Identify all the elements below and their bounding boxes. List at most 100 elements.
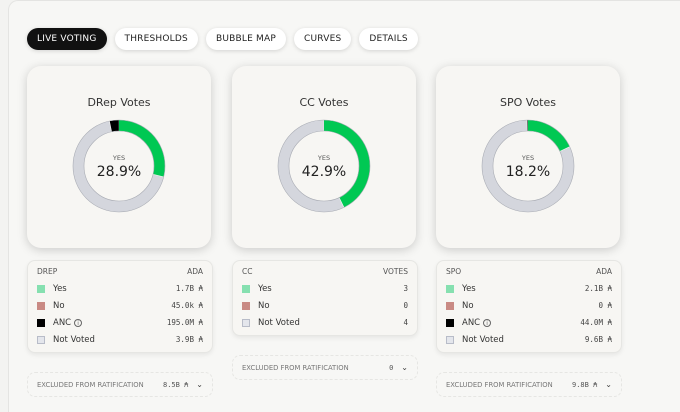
legend-unit: VOTES xyxy=(383,267,408,276)
legend-value: 1.7B ₳ xyxy=(175,284,203,293)
legend-label: ANC i xyxy=(462,318,580,328)
tab-details[interactable]: DETAILS xyxy=(359,28,418,50)
tab-thresholds[interactable]: THRESHOLDS xyxy=(114,28,198,50)
legend-label: ANC i xyxy=(53,318,167,328)
yes-swatch xyxy=(37,284,45,293)
tab-bar: LIVE VOTING THRESHOLDS BUBBLE MAP CURVES… xyxy=(27,28,418,50)
legend-row-not_voted: Not Voted 9.6B ₳ xyxy=(446,331,612,348)
donut-segment-yes xyxy=(482,120,574,212)
legend-value: 45.0k ₳ xyxy=(171,301,203,310)
chevron-down-icon: ⌄ xyxy=(401,363,408,372)
spo-votes-card: SPO Votes YES 18.2% xyxy=(436,66,620,248)
chevron-down-icon: ⌄ xyxy=(196,380,203,389)
donut-inner-edge xyxy=(288,130,360,202)
drep-legend: DREP ADA Yes 1.7B ₳ No 45.0k ₳ ANC i 195.0… xyxy=(27,260,213,353)
excluded-from-ratification-toggle[interactable]: EXCLUDED FROM RATIFICATION 9.8B ₳ ⌄ xyxy=(436,372,622,397)
legend-label: Yes xyxy=(462,284,585,294)
excluded-label: EXCLUDED FROM RATIFICATION xyxy=(242,363,349,372)
card-title: SPO Votes xyxy=(500,96,556,109)
legend-label: Not Voted xyxy=(462,335,585,345)
legend-row-not_voted: Not Voted 4 xyxy=(242,314,408,331)
donut-inner-edge xyxy=(492,130,564,202)
center-label: YES xyxy=(521,154,535,162)
yes-percent: 18.2% xyxy=(505,164,551,180)
not_voted-swatch xyxy=(37,335,45,344)
legend-row-no: No 0 xyxy=(242,297,408,314)
legend-label-text: No xyxy=(462,300,474,311)
legend-row-not_voted: Not Voted 3.9B ₳ xyxy=(37,331,203,348)
donut-segment-yes xyxy=(278,120,370,212)
spo-legend: SPO ADA Yes 2.1B ₳ No 0 ₳ ANC i 44.0M ₳ No… xyxy=(436,260,622,353)
legend-label-text: Not Voted xyxy=(53,334,95,345)
legend-label: No xyxy=(258,301,403,311)
donut-outer-edge xyxy=(277,119,371,213)
legend-header: CC xyxy=(242,267,253,276)
donut-segment-yes xyxy=(73,120,165,212)
legend-value: 2.1B ₳ xyxy=(584,284,612,293)
no-swatch xyxy=(37,301,45,310)
excluded-from-ratification-toggle[interactable]: EXCLUDED FROM RATIFICATION 8.5B ₳ ⌄ xyxy=(27,372,213,397)
legend-header: SPO xyxy=(446,267,462,276)
legend-row-anc: ANC i 44.0M ₳ xyxy=(446,314,612,331)
legend-value: 3.9B ₳ xyxy=(175,335,203,344)
legend-row-no: No 0 ₳ xyxy=(446,297,612,314)
legend-label-text: Not Voted xyxy=(258,317,300,328)
card-title: DRep Votes xyxy=(87,96,151,109)
tab-bubble-map[interactable]: BUBBLE MAP xyxy=(205,28,286,50)
excluded-value: 8.5B ₳ xyxy=(163,380,189,389)
legend-label-text: Not Voted xyxy=(462,334,504,345)
yes-swatch xyxy=(242,284,250,293)
legend-value: 195.0M ₳ xyxy=(166,318,203,327)
legend-label-text: Yes xyxy=(53,283,67,294)
legend-label-text: ANC xyxy=(53,317,72,328)
drep-votes-card: DRep Votes YES 28.9% xyxy=(27,66,211,248)
legend-label-text: Yes xyxy=(258,283,272,294)
donut-segment-not-voted xyxy=(73,120,165,212)
legend-row-yes: Yes 2.1B ₳ xyxy=(446,280,612,297)
legend-label: No xyxy=(53,301,171,311)
legend-value: 0 xyxy=(403,301,408,310)
donut-segment-not-voted xyxy=(278,120,370,212)
yes-swatch xyxy=(446,284,454,293)
excluded-label: EXCLUDED FROM RATIFICATION xyxy=(37,380,144,389)
excluded-from-ratification-toggle[interactable]: EXCLUDED FROM RATIFICATION 0 ⌄ xyxy=(232,355,418,380)
legend-value: 44.0M ₳ xyxy=(580,318,612,327)
anc-swatch xyxy=(37,318,45,327)
no-swatch xyxy=(242,301,250,310)
info-icon[interactable]: i xyxy=(74,318,83,327)
legend-label-text: Yes xyxy=(462,283,476,294)
yes-percent: 28.9% xyxy=(96,164,142,180)
donut-outer-edge xyxy=(72,119,166,213)
tab-live-voting[interactable]: LIVE VOTING xyxy=(27,28,107,50)
tab-curves[interactable]: CURVES xyxy=(293,28,352,50)
card-title: CC Votes xyxy=(299,96,349,109)
legend-label: Not Voted xyxy=(53,335,176,345)
excluded-value: 0 xyxy=(389,363,394,372)
legend-unit: ADA xyxy=(596,267,612,276)
legend-label-text: No xyxy=(53,300,65,311)
info-icon[interactable]: i xyxy=(483,318,492,327)
excluded-label: EXCLUDED FROM RATIFICATION xyxy=(446,380,553,389)
not_voted-swatch xyxy=(242,318,250,327)
legend-row-no: No 45.0k ₳ xyxy=(37,297,203,314)
legend-label: Yes xyxy=(53,284,176,294)
donut-chart xyxy=(481,119,575,213)
legend-value: 4 xyxy=(403,318,408,327)
donut-inner-edge xyxy=(83,130,155,202)
donut-outer-edge xyxy=(481,119,575,213)
legend-row-anc: ANC i 195.0M ₳ xyxy=(37,314,203,331)
legend-label-text: No xyxy=(258,300,270,311)
excluded-value: 9.8B ₳ xyxy=(572,380,598,389)
legend-value: 9.6B ₳ xyxy=(584,335,612,344)
legend-value: 0 ₳ xyxy=(598,301,612,310)
legend-row-yes: Yes 1.7B ₳ xyxy=(37,280,203,297)
chevron-down-icon: ⌄ xyxy=(605,380,612,389)
donut-chart xyxy=(72,119,166,213)
legend-label: Yes xyxy=(258,284,403,294)
center-label: YES xyxy=(317,154,331,162)
donut-segment-not-voted xyxy=(482,120,574,212)
legend-label-text: ANC xyxy=(462,317,481,328)
legend-header: DREP xyxy=(37,267,58,276)
donut-chart xyxy=(277,119,371,213)
anc-swatch xyxy=(446,318,454,327)
